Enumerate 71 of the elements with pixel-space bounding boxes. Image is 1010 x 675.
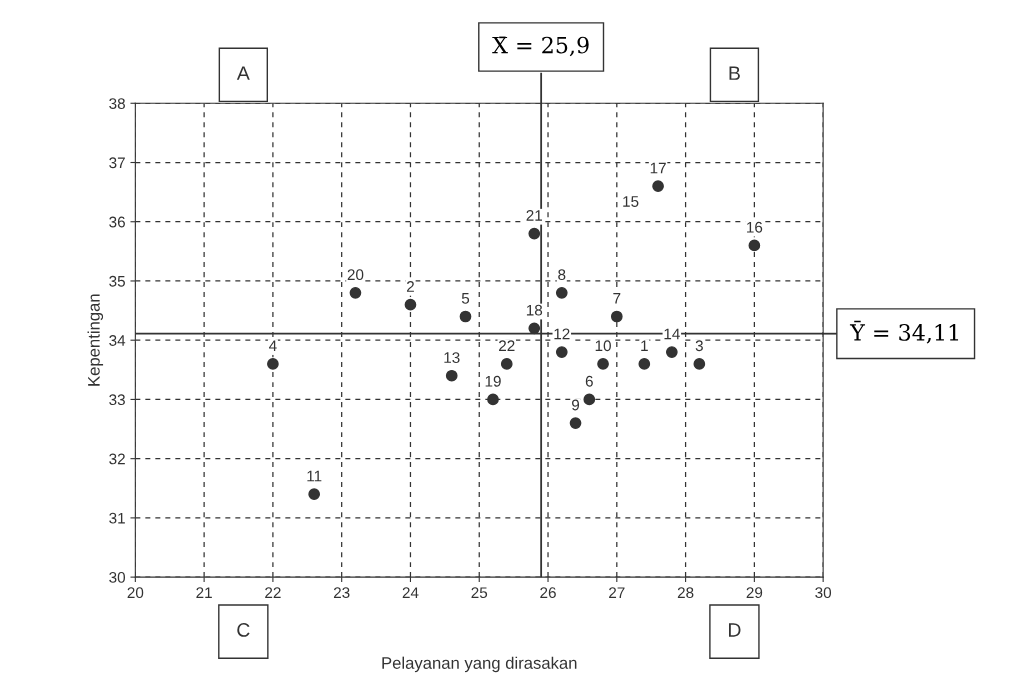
- annotation: 8: [558, 269, 566, 281]
- annotation: 17: [650, 162, 666, 174]
- point: [349, 286, 362, 299]
- y-tick-label: 35: [109, 275, 125, 287]
- point: [555, 346, 568, 358]
- point: [404, 298, 417, 311]
- point: [665, 346, 678, 358]
- y-tick-label: 33: [109, 394, 125, 406]
- point: [693, 358, 706, 370]
- x-tick-label: 22: [265, 587, 281, 598]
- annotation: 7: [613, 293, 621, 304]
- annotation: 21: [526, 210, 543, 221]
- point: [597, 358, 609, 370]
- annotation: 9: [572, 399, 580, 411]
- annotation: 20: [347, 269, 364, 281]
- text: A: [236, 66, 250, 80]
- annotation: 14: [664, 328, 680, 340]
- point: [748, 239, 761, 252]
- point: [500, 358, 513, 370]
- y-tick-label: 37: [109, 157, 125, 169]
- x-tick-label: 24: [402, 587, 419, 598]
- x-tick-label: 27: [609, 587, 625, 598]
- point: [308, 488, 321, 501]
- y-tick-label: 36: [109, 216, 125, 228]
- point: [652, 180, 664, 193]
- ref-line-label: Ȳ = 34,11: [849, 320, 959, 344]
- annotation: 15: [623, 196, 639, 207]
- annotation: 4: [269, 340, 277, 351]
- text: D: [729, 623, 741, 637]
- point: [528, 322, 541, 335]
- point: [459, 310, 472, 323]
- text: B: [729, 66, 740, 80]
- x-tick-label: 23: [333, 587, 350, 599]
- point: [267, 358, 279, 370]
- x-tick-label: 25: [471, 587, 488, 599]
- annotation: 18: [526, 304, 543, 316]
- y-tick-label: 30: [109, 571, 126, 583]
- point: [638, 358, 651, 370]
- point: [610, 310, 623, 323]
- point: [583, 393, 596, 406]
- x-tick-label: 29: [746, 587, 763, 599]
- annotation: 13: [444, 352, 460, 363]
- y-tick-label: 38: [109, 98, 125, 109]
- x-tick-label: 20: [127, 587, 144, 599]
- x-tick-label: 21: [196, 587, 212, 598]
- y-axis-title: Kepentingan: [87, 294, 104, 386]
- text: C: [237, 623, 250, 637]
- x-axis-title: Pelayanan yang dirasakan: [382, 656, 577, 673]
- annotation: 19: [485, 375, 501, 387]
- point: [528, 227, 541, 240]
- y-tick-label: 34: [109, 335, 126, 346]
- point: [569, 417, 582, 429]
- annotation: 12: [554, 328, 570, 340]
- x-tick-label: 28: [677, 587, 694, 599]
- y-tick-label: 32: [109, 453, 125, 465]
- x-tick-label: 26: [540, 587, 556, 599]
- annotation: 22: [499, 340, 515, 351]
- annotation: 10: [595, 340, 611, 352]
- annotation: 6: [585, 375, 593, 387]
- annotation: 1: [641, 340, 648, 351]
- point: [445, 369, 458, 382]
- x-tick-label: 30: [815, 587, 832, 599]
- annotation: 5: [461, 293, 470, 304]
- annotation: 16: [747, 221, 763, 233]
- y-tick-label: 31: [109, 512, 125, 524]
- annotation: 3: [695, 340, 703, 352]
- ref-line-label: X̄ = 25,9: [492, 36, 589, 57]
- annotation: 2: [406, 281, 414, 292]
- point: [555, 286, 568, 299]
- annotation: 11: [307, 470, 322, 482]
- point: [487, 393, 499, 406]
